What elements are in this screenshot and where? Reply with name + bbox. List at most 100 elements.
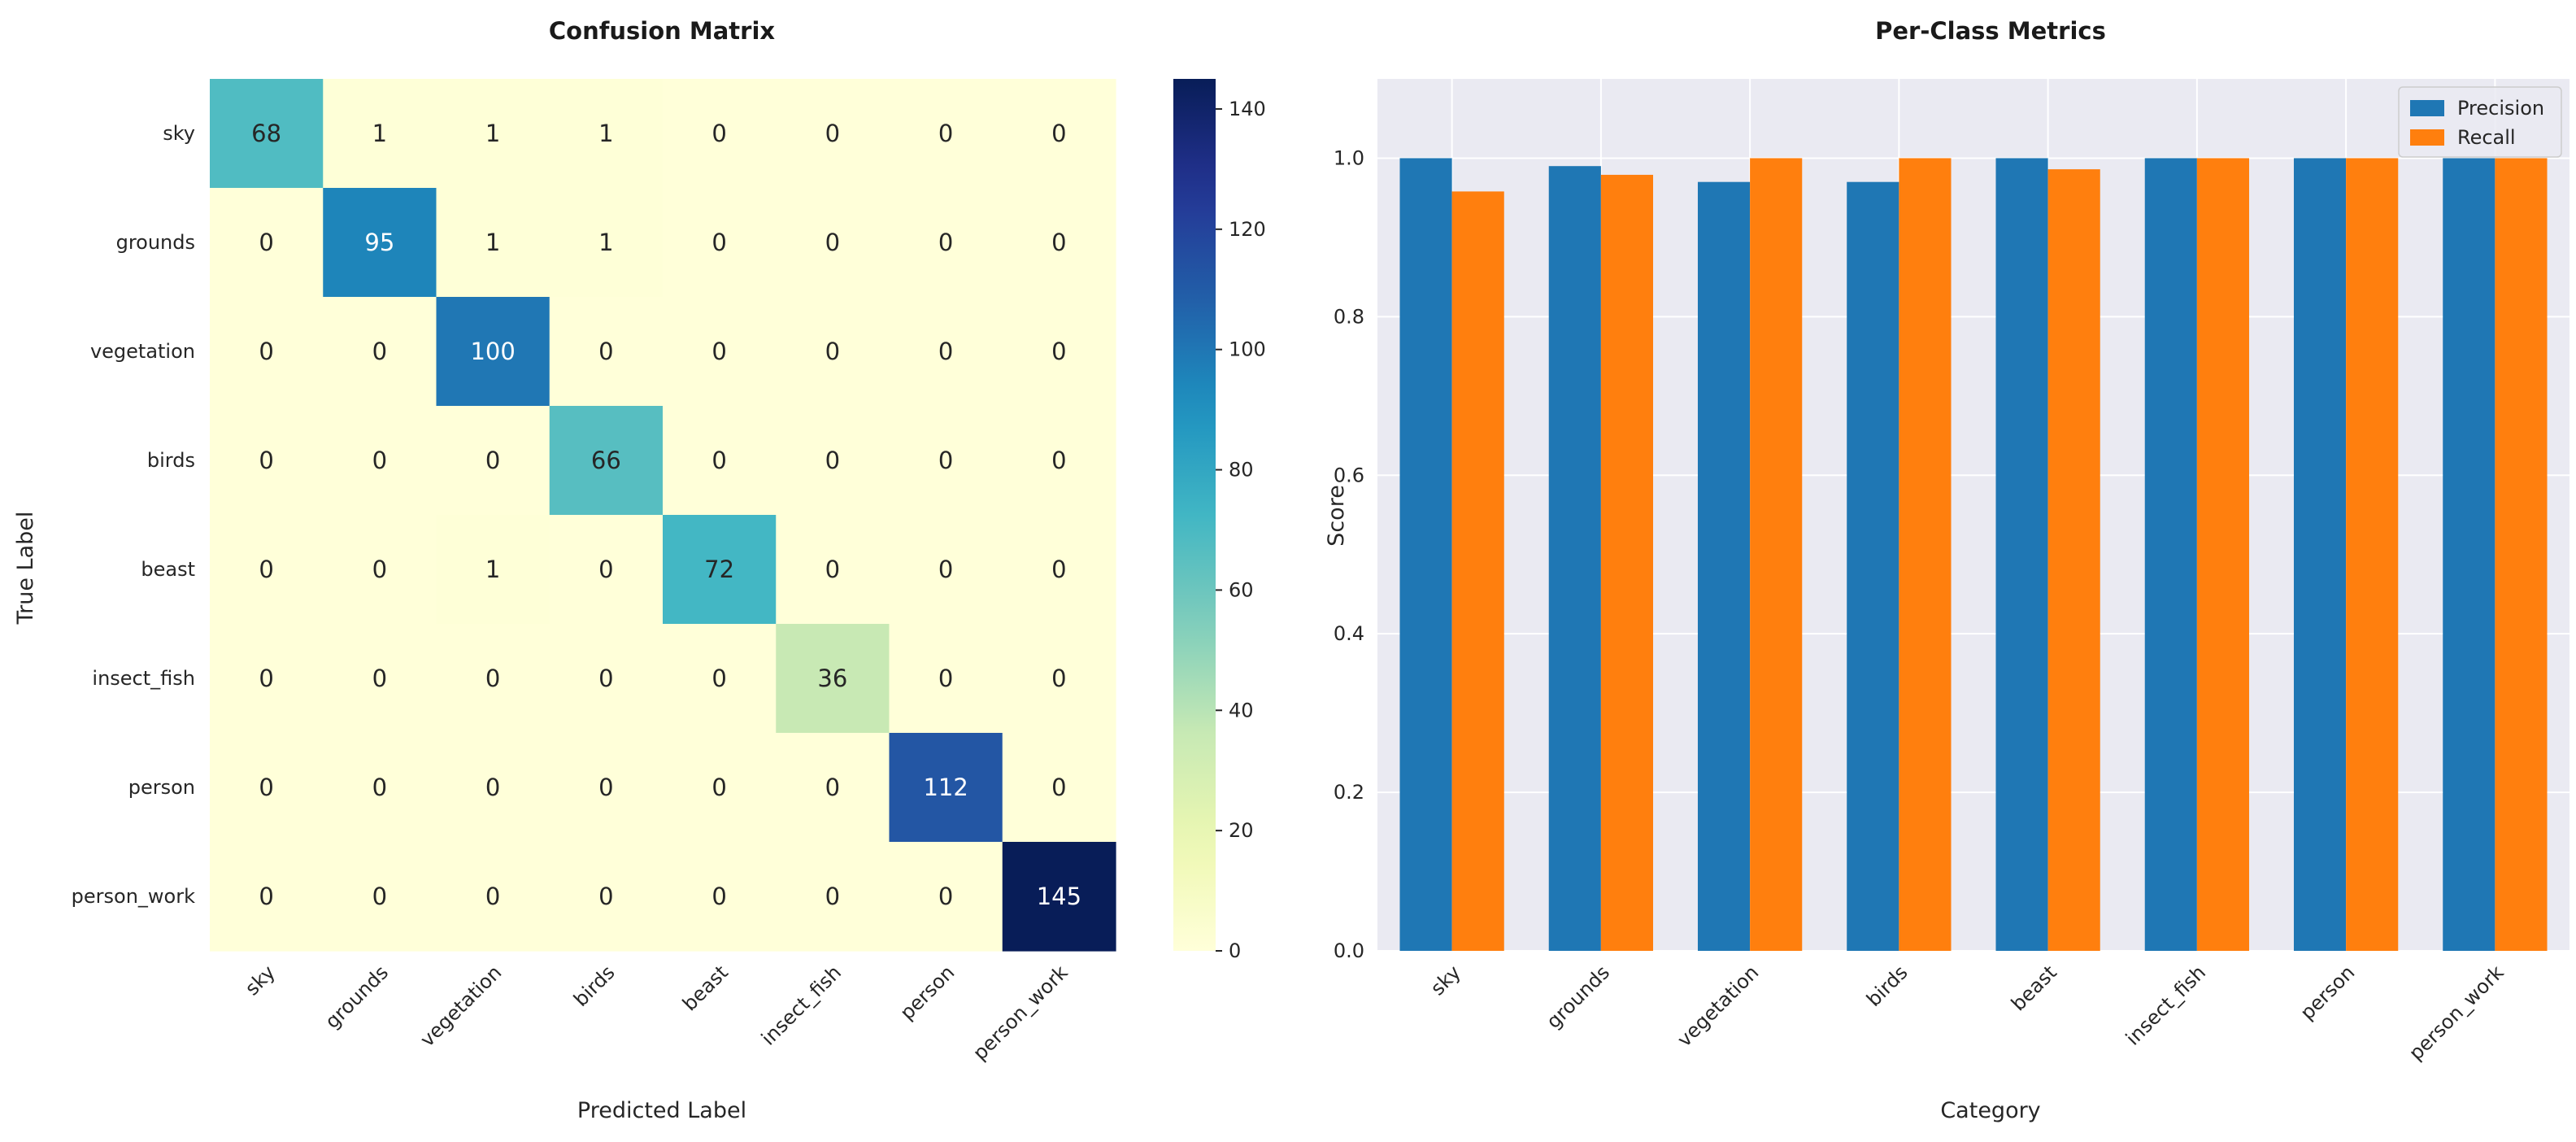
heatmap-cell	[549, 515, 664, 625]
colorbar-tick-label: 20	[1229, 819, 1254, 842]
heatmap-cell-value: 1	[372, 120, 387, 147]
heatmap-cell-value: 0	[1051, 774, 1066, 801]
heatmap-cell-value: 0	[372, 447, 387, 474]
heatmap-cell	[889, 188, 1003, 298]
heatmap-cell	[323, 297, 437, 407]
heatmap-cell-value: 112	[923, 774, 968, 801]
heatmap-cell-value: 0	[259, 883, 273, 910]
heatmap-cell	[1002, 79, 1116, 189]
heatmap-cell-value: 36	[817, 665, 847, 692]
colorbar-tick-label: 140	[1229, 98, 1266, 120]
heatmap-cell-value: 0	[372, 883, 387, 910]
heatmap-cell	[436, 188, 550, 298]
heatmap-cell	[436, 406, 550, 516]
heatmap-cell-value: 0	[825, 447, 840, 474]
heatmap-cell-value: 0	[825, 338, 840, 365]
heatmap-cell	[663, 624, 777, 734]
bar-x-tick-label: grounds	[1542, 961, 1614, 1033]
heatmap-cell-value: 68	[251, 120, 281, 147]
heatmap-cell-value: 0	[259, 447, 273, 474]
heatmap-cell	[549, 733, 664, 843]
bar-precision	[1399, 158, 1452, 952]
bar-recall	[2346, 158, 2399, 952]
bar-y-tick-labels: 0.0 0.2 0.4 0.6 0.8 1.0	[1334, 146, 1364, 962]
heatmap-cell	[663, 297, 777, 407]
colorbar-tick-label: 100	[1229, 338, 1266, 361]
heatmap-cell	[663, 79, 777, 189]
heatmap-cell-value: 0	[711, 665, 726, 692]
heatmap-cell	[889, 733, 1003, 843]
heatmap-cell	[1002, 297, 1116, 407]
heatmap-cell-value: 66	[591, 447, 621, 474]
heatmap-cell	[889, 79, 1003, 189]
heatmap-cell-value: 0	[825, 120, 840, 147]
heatmap-y-tick-label: person	[128, 776, 195, 799]
heatmap-cell-value: 1	[485, 120, 500, 147]
heatmap-cell-value: 0	[711, 338, 726, 365]
heatmap-cell	[776, 624, 890, 734]
bar-recall	[2495, 158, 2548, 952]
colorbar: 0 20 40 60 80 100 120 140	[1173, 79, 1266, 962]
heatmap-cell-value: 0	[598, 774, 613, 801]
heatmap-x-tick-labels: sky grounds vegetation birds beast insect_fis…	[241, 961, 1073, 1065]
heatmap-cell	[549, 842, 664, 952]
heatmap-cell	[323, 842, 437, 952]
heatmap-cell	[1002, 406, 1116, 516]
heatmap-cell	[436, 79, 550, 189]
heatmap-cell-value: 0	[259, 556, 273, 583]
bar-x-tick-label: person_work	[2404, 961, 2509, 1065]
heatmap-cell	[1002, 733, 1116, 843]
bar-x-tick-label: person	[2295, 961, 2359, 1024]
heatmap-x-tick-label: birds	[569, 961, 620, 1011]
heatmap-cell-value: 145	[1037, 883, 1081, 910]
bars	[1399, 158, 2548, 952]
heatmap-cell	[776, 406, 890, 516]
colorbar-tick-labels: 0 20 40 60 80 100 120 140	[1216, 98, 1266, 962]
heatmap-cell-value: 0	[938, 883, 953, 910]
heatmap-cell-value: 0	[598, 338, 613, 365]
bar-precision	[1995, 158, 2048, 952]
heatmap-y-tick-label: person_work	[72, 885, 195, 908]
heatmap-x-tick-label: insect_fish	[757, 961, 846, 1049]
heatmap-cell	[663, 515, 777, 625]
heatmap-cell	[323, 188, 437, 298]
colorbar-tick-label: 80	[1229, 459, 1254, 482]
bar-recall	[2047, 169, 2100, 952]
heatmap-cell-value: 0	[1051, 665, 1066, 692]
heatmap-cell	[1002, 515, 1116, 625]
heatmap-cell	[776, 515, 890, 625]
heatmap-cell-value: 0	[372, 665, 387, 692]
heatmap-cell-value: 0	[711, 120, 726, 147]
heatmap-cell	[663, 842, 777, 952]
heatmap-cell	[663, 406, 777, 516]
heatmap-cell-value: 0	[1051, 447, 1066, 474]
heatmap-cell	[889, 515, 1003, 625]
heatmap-cell	[323, 624, 437, 734]
heatmap-cell-value: 1	[485, 556, 500, 583]
heatmap-cell-value: 0	[825, 774, 840, 801]
heatmap-x-axis-label: Predicted Label	[577, 1098, 746, 1123]
heatmap-x-tick-label: sky	[241, 961, 280, 1000]
heatmap-cell	[776, 188, 890, 298]
legend: Precision Recall	[2398, 86, 2562, 158]
heatmap-cell-value: 0	[1051, 229, 1066, 256]
heatmap-cell	[210, 842, 324, 952]
heatmap-cell-value: 0	[938, 229, 953, 256]
heatmap-cell-value: 0	[485, 447, 500, 474]
bar-x-tick-label: sky	[1426, 961, 1465, 1000]
colorbar-tick-label: 60	[1229, 578, 1254, 601]
heatmap-cell-value: 0	[259, 665, 273, 692]
heatmap-cell-value: 0	[1051, 556, 1066, 583]
heatmap-cell-value: 0	[825, 556, 840, 583]
heatmap-cell-value: 0	[259, 229, 273, 256]
heatmap-cell-value: 1	[598, 229, 613, 256]
heatmap-cell	[549, 624, 664, 734]
heatmap-y-tick-labels: sky grounds vegetation birds beast insect_fis…	[72, 122, 195, 908]
colorbar-gradient	[1173, 79, 1216, 951]
heatmap-cell-value: 0	[485, 774, 500, 801]
heatmap-cell-value: 1	[598, 120, 613, 147]
heatmap-cell	[1002, 624, 1116, 734]
heatmap-cell-value: 0	[825, 883, 840, 910]
heatmap-cell	[323, 406, 437, 516]
